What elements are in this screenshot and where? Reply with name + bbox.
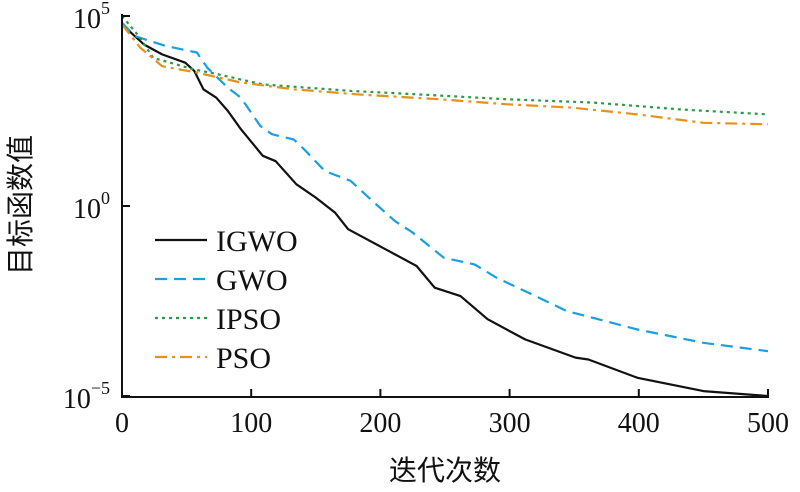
series-line-ipso bbox=[121, 15, 769, 116]
x-tick-label: 400 bbox=[618, 408, 660, 439]
y-tick-label: 10−5 bbox=[63, 378, 110, 415]
series-line-igwo bbox=[121, 23, 769, 398]
legend-label-ipso: IPSO bbox=[216, 303, 281, 336]
x-tick-label: 500 bbox=[747, 408, 789, 439]
y-tick-label: 100 bbox=[73, 188, 110, 225]
legend-label-igwo: IGWO bbox=[216, 225, 298, 258]
x-tick-label: 300 bbox=[489, 408, 531, 439]
x-tick-label: 0 bbox=[115, 408, 129, 439]
x-tick-label: 100 bbox=[230, 408, 272, 439]
y-tick-label: 105 bbox=[73, 0, 110, 35]
y-axis-label: 目标函数值 bbox=[4, 135, 37, 275]
legend: IGWO GWO IPSO PSO bbox=[155, 225, 298, 375]
series-line-pso bbox=[121, 23, 769, 126]
series-line-gwo bbox=[121, 22, 769, 353]
x-axis-label: 迭代次数 bbox=[389, 454, 501, 487]
legend-label-gwo: GWO bbox=[216, 264, 288, 297]
legend-label-pso: PSO bbox=[216, 342, 271, 375]
x-tick-label: 200 bbox=[359, 408, 401, 439]
